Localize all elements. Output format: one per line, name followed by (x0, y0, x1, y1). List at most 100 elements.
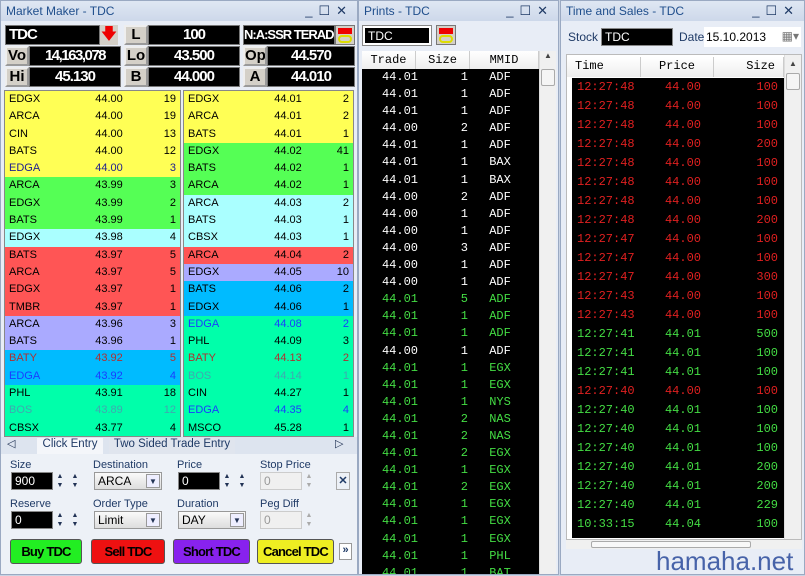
price-spinner-2[interactable]: ▲▼ (236, 472, 248, 490)
peg-diff-input[interactable]: 0 (260, 511, 302, 529)
size-spinner-2[interactable]: ▲▼ (69, 472, 81, 490)
link-icon[interactable] (335, 25, 355, 45)
destination-select[interactable]: ARCA▼ (94, 472, 162, 490)
price-spinner[interactable]: ▲▼ (221, 472, 233, 490)
peg-diff-spinner[interactable]: ▲▼ (303, 511, 315, 529)
market-maker-titlebar[interactable]: Market Maker - TDC _☐✕ (1, 1, 357, 21)
calendar-icon[interactable]: ▦▾ (782, 29, 799, 43)
column-header-time[interactable]: Time (567, 57, 641, 77)
time: 12:27:40 (572, 420, 648, 439)
trade-size: 3 (418, 240, 468, 257)
size-spinner[interactable]: ▲▼ (54, 472, 66, 490)
close-icon[interactable]: ✕ (783, 3, 800, 18)
tab-two-sided-trade-entry[interactable]: Two Sided Trade Entry (109, 438, 235, 454)
chevron-down-icon[interactable]: ▼ (230, 513, 244, 527)
column-header-size[interactable]: Size (714, 57, 784, 77)
date-picker[interactable]: 15.10.2013▦▾ (704, 27, 801, 47)
clear-x-icon[interactable]: ✕ (336, 472, 350, 490)
price-input[interactable]: 0 (178, 472, 220, 490)
stop-price-spinner[interactable]: ▲▼ (303, 472, 315, 490)
chevron-down-icon[interactable]: ▼ (146, 474, 160, 488)
stock-input[interactable]: TDC (601, 28, 673, 46)
order-type-select[interactable]: Limit▼ (94, 511, 162, 529)
minimize-icon[interactable]: _ (506, 3, 519, 18)
chevron-down-icon[interactable]: ▼ (146, 513, 160, 527)
buy-button[interactable]: Buy TDC (10, 539, 82, 564)
reserve-spinner[interactable]: ▲▼ (54, 511, 66, 529)
column-header-mmid[interactable]: MMID (470, 51, 539, 69)
minimize-icon[interactable]: _ (752, 3, 765, 18)
size-input[interactable]: 900 (11, 472, 53, 490)
prints-titlebar[interactable]: Prints - TDC _☐✕ (359, 1, 558, 21)
time-sales-titlebar[interactable]: Time and Sales - TDC _☐✕ (561, 1, 804, 21)
minimize-icon[interactable]: _ (305, 3, 318, 18)
column-header-size[interactable]: Size (416, 51, 470, 69)
maximize-icon[interactable]: ☐ (519, 3, 537, 18)
sell-button[interactable]: Sell TDC (91, 539, 165, 564)
column-header-price[interactable]: Price (641, 57, 714, 77)
duration-select[interactable]: DAY▼ (178, 511, 246, 529)
close-icon[interactable]: ✕ (336, 3, 353, 18)
maximize-icon[interactable]: ☐ (765, 3, 783, 18)
tab-scroll-left-icon[interactable]: ◁ (7, 437, 15, 450)
stop-price-input[interactable]: 0 (260, 472, 302, 490)
reserve-spinner-2[interactable]: ▲▼ (69, 511, 81, 529)
tab-scroll-right-icon[interactable]: ▷ (335, 437, 343, 450)
time-sales-vscrollbar[interactable]: ▲ (784, 55, 801, 539)
link-icon[interactable] (436, 25, 456, 45)
prints-symbol-input[interactable]: TDC (363, 26, 431, 45)
more-button[interactable]: » (339, 543, 352, 560)
reserve-input[interactable]: 0 (11, 511, 53, 529)
cancel-button[interactable]: Cancel TDC (257, 539, 334, 564)
maximize-icon[interactable]: ☐ (318, 3, 336, 18)
mmid: EGX (468, 531, 532, 548)
column-header-trade[interactable]: Trade (362, 51, 416, 69)
tab-click-entry[interactable]: Click Entry (37, 438, 103, 454)
short-button[interactable]: Short TDC (173, 539, 250, 564)
symbol-field[interactable]: TDC (5, 25, 100, 45)
prints-scrollbar[interactable]: ▲ (539, 51, 556, 574)
close-icon[interactable]: ✕ (537, 3, 554, 18)
